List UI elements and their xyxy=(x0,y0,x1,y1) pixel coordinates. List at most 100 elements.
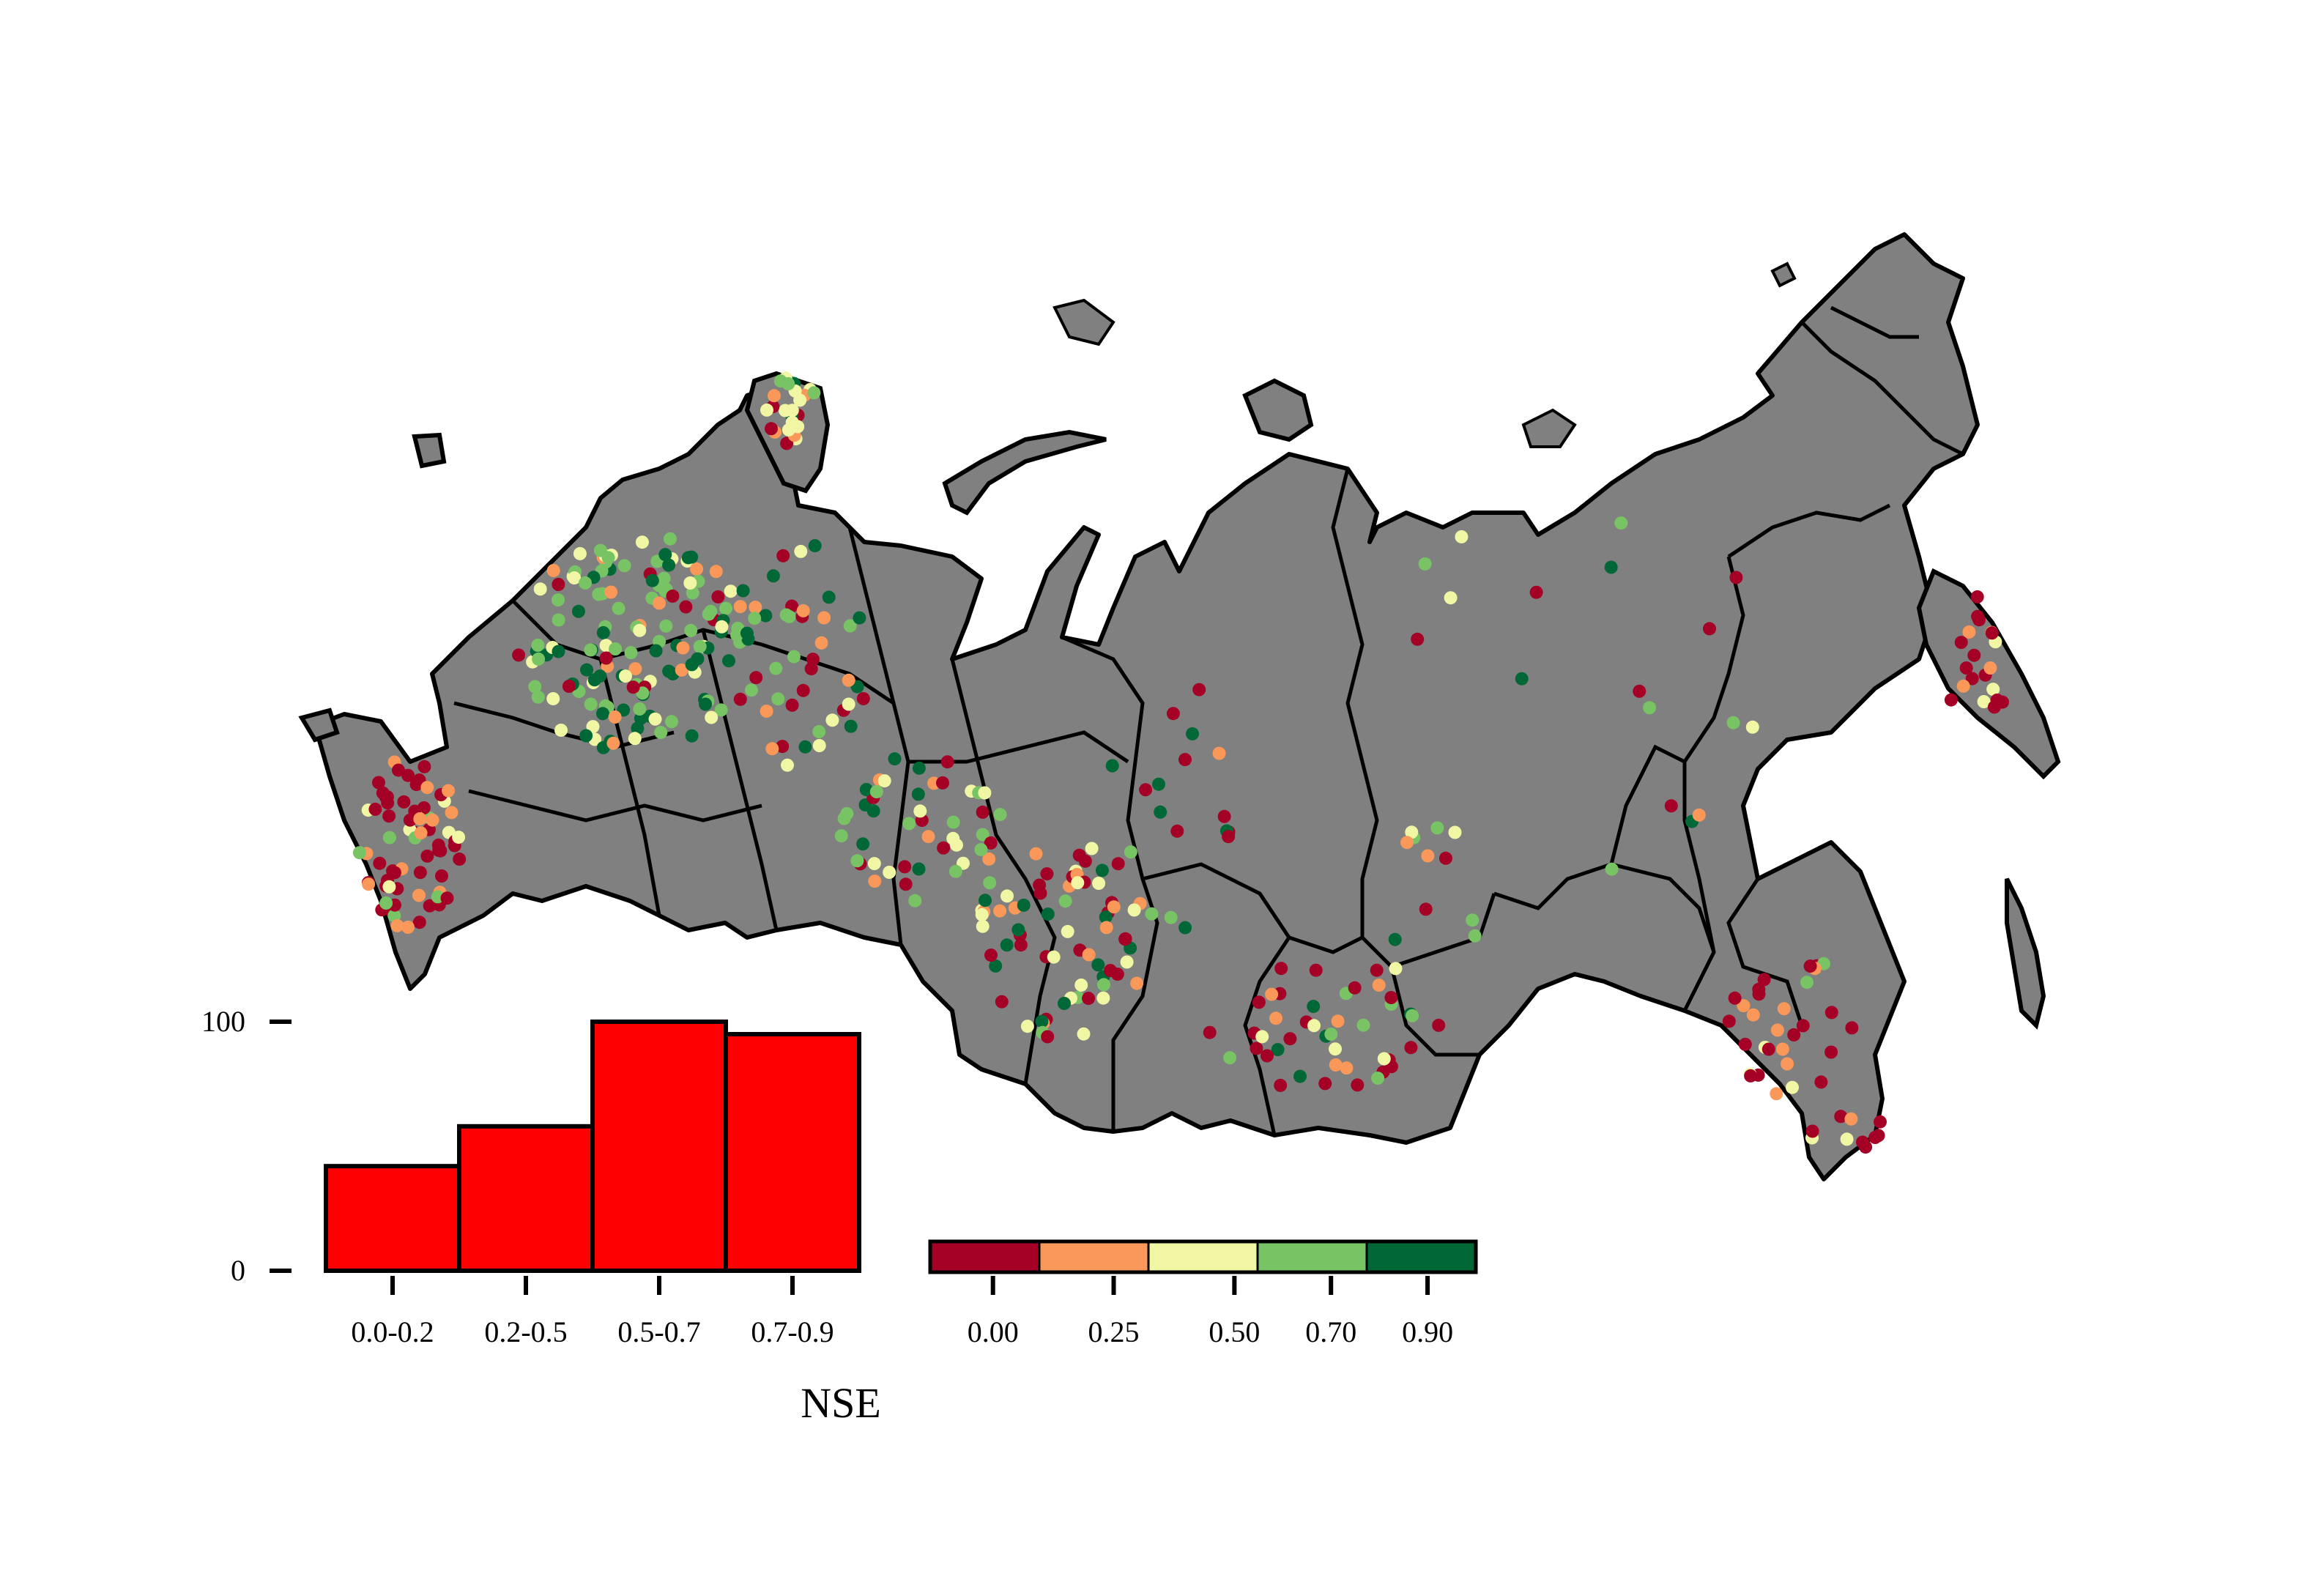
station-point xyxy=(552,613,565,627)
station-point xyxy=(1728,991,1742,1005)
station-point xyxy=(1127,903,1141,917)
station-point xyxy=(730,628,744,642)
station-point xyxy=(1192,683,1206,697)
station-point xyxy=(1967,648,1981,662)
station-point xyxy=(705,710,719,724)
station-point xyxy=(787,650,801,664)
station-point xyxy=(608,710,622,724)
station-point xyxy=(633,623,647,637)
station-point xyxy=(806,653,820,666)
station-point xyxy=(1120,955,1134,969)
station-point xyxy=(580,663,593,677)
station-point xyxy=(596,625,610,639)
station-point xyxy=(908,894,922,907)
station-point xyxy=(724,584,738,598)
station-point xyxy=(1388,932,1402,946)
station-point xyxy=(946,831,960,845)
station-point xyxy=(1781,1057,1794,1071)
station-point xyxy=(709,565,723,579)
station-point xyxy=(1430,821,1444,835)
station-point xyxy=(1223,1051,1237,1065)
station-point xyxy=(1033,878,1047,892)
station-point xyxy=(984,948,998,962)
station-point xyxy=(748,612,762,625)
station-point xyxy=(420,781,434,795)
station-point xyxy=(1775,1042,1789,1056)
station-point xyxy=(1803,959,1817,973)
station-point xyxy=(733,600,747,614)
station-point xyxy=(440,891,454,905)
station-point xyxy=(995,995,1009,1009)
station-point xyxy=(387,909,401,923)
station-point xyxy=(1444,591,1458,605)
station-point xyxy=(975,907,989,921)
station-point xyxy=(1105,759,1119,773)
station-point xyxy=(584,697,598,711)
station-point xyxy=(1384,991,1398,1004)
station-point xyxy=(1029,847,1043,861)
histogram-x-axis-label: NSE xyxy=(801,1379,881,1427)
station-point xyxy=(1874,1115,1887,1129)
station-point xyxy=(1770,1087,1783,1101)
station-point xyxy=(817,611,831,625)
station-point xyxy=(593,543,607,557)
station-point xyxy=(808,539,822,553)
station-point xyxy=(773,374,787,388)
station-point xyxy=(1000,889,1014,903)
station-point xyxy=(1787,1028,1801,1041)
station-point xyxy=(1186,727,1199,740)
station-point xyxy=(1990,693,2004,707)
histogram-x-tick-label: 0.5-0.7 xyxy=(617,1315,700,1348)
station-point xyxy=(1124,845,1137,859)
station-point xyxy=(793,393,807,407)
station-point xyxy=(1377,1052,1391,1066)
station-point xyxy=(1348,981,1362,995)
station-point xyxy=(1977,695,1991,708)
colorbar-tick-label: 0.25 xyxy=(1088,1315,1140,1348)
station-point xyxy=(1664,799,1678,813)
station-point xyxy=(397,795,411,809)
station-point xyxy=(606,736,620,750)
station-point xyxy=(390,918,404,932)
station-point xyxy=(1757,973,1771,987)
station-point xyxy=(1777,1002,1791,1016)
station-point xyxy=(1078,854,1092,868)
station-point xyxy=(552,578,565,591)
sakhalin xyxy=(2005,877,2046,1030)
station-point xyxy=(532,652,546,666)
station-point xyxy=(765,422,778,436)
station-point xyxy=(912,862,926,876)
station-point xyxy=(587,673,601,687)
station-point xyxy=(1944,693,1958,707)
station-point xyxy=(1405,825,1419,839)
station-point xyxy=(412,916,426,929)
station-point xyxy=(1096,991,1110,1005)
station-point xyxy=(1058,997,1071,1010)
station-point xyxy=(853,611,866,625)
station-point xyxy=(1017,898,1031,912)
station-point xyxy=(765,742,779,756)
station-point xyxy=(417,760,431,773)
station-point xyxy=(699,697,713,711)
station-point xyxy=(658,548,672,562)
station-point xyxy=(649,644,663,658)
station-point xyxy=(749,671,763,685)
station-point xyxy=(368,802,382,816)
station-point xyxy=(1217,809,1231,823)
colorbar-bin xyxy=(1038,1240,1150,1274)
station-point xyxy=(1035,1014,1049,1028)
station-point xyxy=(760,705,773,718)
station-point xyxy=(1107,900,1121,914)
station-point xyxy=(1118,932,1132,946)
station-point xyxy=(1970,590,1984,604)
histogram-x-tick-label: 0.7-0.9 xyxy=(751,1315,834,1348)
station-point xyxy=(1283,1032,1297,1046)
station-point xyxy=(664,532,677,546)
station-point xyxy=(1844,1112,1858,1126)
station-point xyxy=(781,758,794,772)
station-point xyxy=(1421,849,1435,863)
station-point xyxy=(807,386,821,400)
station-point xyxy=(1448,825,1462,839)
station-point xyxy=(683,576,697,590)
